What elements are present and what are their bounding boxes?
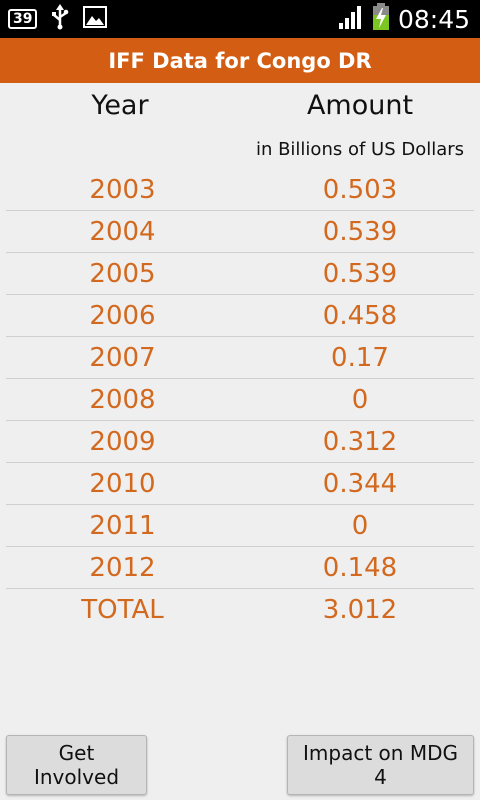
year-cell: 2007	[89, 343, 156, 373]
total-amount: 3.012	[322, 595, 398, 625]
table-row: 2010 0.344	[0, 463, 480, 505]
page-title: IFF Data for Congo DR	[108, 48, 372, 73]
year-cell: 2004	[89, 217, 156, 247]
status-bar-notifications: 39	[8, 4, 108, 34]
year-cell: 2011	[89, 511, 156, 541]
clock: 08:45	[397, 4, 470, 34]
usb-icon	[51, 4, 69, 34]
column-header-amount: Amount	[306, 89, 414, 121]
table-row: 2007 0.17	[0, 337, 480, 379]
data-table: 2003 0.503 2004 0.539 2005 0.539 2006 0.…	[0, 169, 480, 631]
row-divider	[6, 420, 474, 421]
row-divider	[6, 546, 474, 547]
table-row: 2006 0.458	[0, 295, 480, 337]
amount-cell: 0.312	[322, 427, 398, 457]
year-cell: 2008	[89, 385, 156, 415]
year-cell: 2012	[89, 553, 156, 583]
table-row: 2004 0.539	[0, 211, 480, 253]
amount-cell: 0	[351, 385, 369, 415]
battery-charging-icon	[372, 3, 390, 35]
row-divider	[6, 210, 474, 211]
row-divider	[6, 378, 474, 379]
title-bar: IFF Data for Congo DR	[0, 38, 480, 83]
year-cell: 2010	[89, 469, 156, 499]
notification-count-icon: 39	[8, 9, 38, 29]
year-cell: 2009	[89, 427, 156, 457]
row-divider	[6, 252, 474, 253]
impact-on-mdg4-button[interactable]: Impact on MDG 4	[287, 735, 474, 795]
table-row: 2009 0.312	[0, 421, 480, 463]
amount-cell: 0.17	[331, 343, 389, 373]
status-bar-system: 08:45	[338, 3, 470, 35]
units-label: in Billions of US Dollars	[255, 138, 465, 160]
row-divider	[6, 462, 474, 463]
amount-cell: 0.539	[322, 217, 398, 247]
row-divider	[6, 588, 474, 589]
status-bar: 39	[0, 0, 480, 38]
signal-icon	[338, 4, 364, 34]
year-cell: 2006	[89, 301, 156, 331]
row-divider	[6, 504, 474, 505]
total-row: TOTAL 3.012	[0, 589, 480, 631]
amount-cell: 0.148	[322, 553, 398, 583]
row-divider	[6, 294, 474, 295]
amount-cell: 0.344	[322, 469, 398, 499]
amount-cell: 0.539	[322, 259, 398, 289]
image-icon	[83, 6, 108, 32]
amount-cell: 0	[351, 511, 369, 541]
year-cell: 2003	[89, 175, 156, 205]
year-cell: 2005	[89, 259, 156, 289]
get-involved-button[interactable]: Get Involved	[6, 735, 147, 795]
table-row: 2003 0.503	[0, 169, 480, 211]
amount-cell: 0.458	[322, 301, 398, 331]
column-header-year: Year	[91, 89, 149, 121]
table-row: 2012 0.148	[0, 547, 480, 589]
row-divider	[6, 336, 474, 337]
amount-cell: 0.503	[322, 175, 398, 205]
table-row: 2008 0	[0, 379, 480, 421]
table-row: 2005 0.539	[0, 253, 480, 295]
total-label: TOTAL	[81, 595, 164, 625]
table-row: 2011 0	[0, 505, 480, 547]
